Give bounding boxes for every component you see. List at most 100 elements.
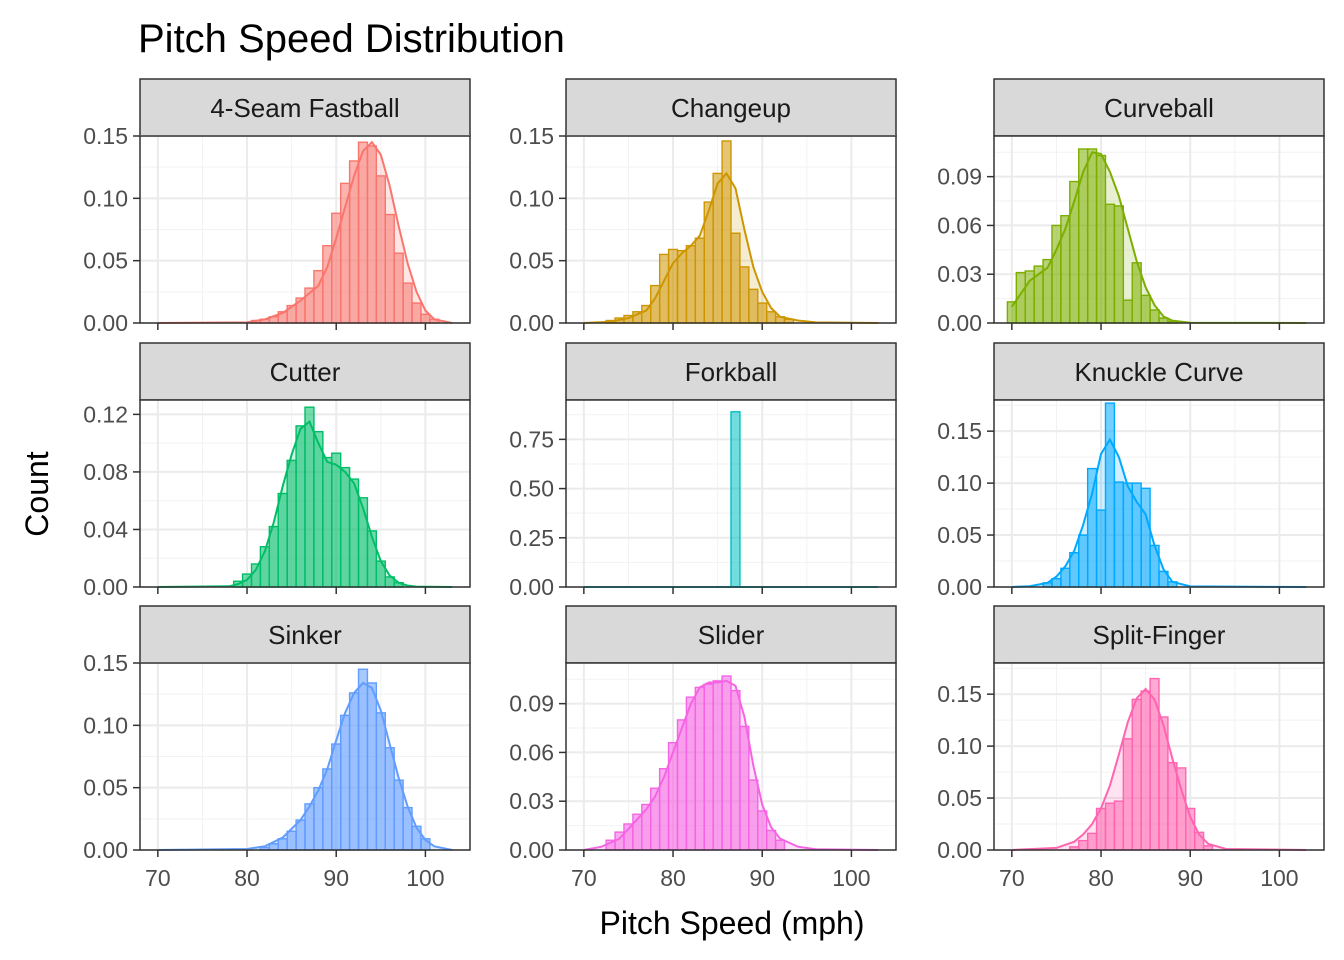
- density-line: [1010, 151, 1307, 324]
- facet-sinker: Sinker 0.00 0.05 0.10 0.15 70 80 90 100: [83, 605, 471, 891]
- facet-label: Knuckle Curve: [1074, 357, 1243, 387]
- y-tick-label: 0.04: [83, 516, 128, 542]
- y-tick-label: 0.50: [509, 476, 554, 502]
- x-tick-label: 90: [1177, 865, 1203, 891]
- density-area: [583, 680, 879, 850]
- facet-slider: Slider 0.00 0.03 0.06 0.09 70 80 90 100: [509, 605, 897, 891]
- y-tick-label: 0.05: [937, 785, 982, 811]
- x-tick-label: 80: [1088, 865, 1114, 891]
- x-tick-label: 80: [660, 865, 686, 891]
- facet-label: Cutter: [270, 357, 341, 387]
- y-tick-label: 0.15: [83, 123, 128, 149]
- y-tick-label: 0.10: [509, 185, 554, 211]
- y-tick-label: 0.06: [937, 212, 982, 238]
- y-tick-label: 0.00: [509, 837, 554, 863]
- facet-strip: [993, 605, 1325, 664]
- panel-border: [993, 662, 1325, 851]
- density-area: [157, 421, 453, 587]
- facet-label: 4-Seam Fastball: [210, 93, 399, 123]
- x-tick-label: 90: [323, 865, 349, 891]
- facet-cutter: Cutter 0.00 0.04 0.08 0.12: [83, 342, 471, 600]
- panel-border: [565, 399, 897, 588]
- y-tick-label: 0.12: [83, 401, 128, 427]
- facet-strip: [139, 342, 471, 401]
- x-tick-label: 70: [999, 865, 1025, 891]
- y-tick-label: 0.10: [83, 185, 128, 211]
- x-tick-label: 80: [234, 865, 260, 891]
- panel-border: [139, 399, 471, 588]
- facet-strip: [993, 342, 1325, 401]
- panel-border: [993, 399, 1325, 588]
- density-area: [583, 173, 879, 323]
- y-tick-label: 0.15: [509, 123, 554, 149]
- histogram-bar: [730, 411, 741, 588]
- panel-border: [565, 135, 897, 324]
- density-area: [157, 142, 453, 323]
- facet-label: Split-Finger: [1093, 620, 1226, 650]
- facet-label: Slider: [698, 620, 765, 650]
- y-tick-label: 0.00: [83, 574, 128, 600]
- density-line: [1011, 687, 1307, 851]
- density-line: [157, 140, 453, 324]
- x-axis-title: Pitch Speed (mph): [599, 905, 864, 941]
- y-tick-label: 0.10: [937, 733, 982, 759]
- facet-forkball: Forkball 0.00 0.25 0.50 0.75: [509, 342, 897, 600]
- x-tick-label: 100: [832, 865, 870, 891]
- x-tick-label: 100: [406, 865, 444, 891]
- density-line: [1011, 437, 1307, 588]
- y-tick-label: 0.08: [83, 459, 128, 485]
- y-tick-label: 0.15: [937, 681, 982, 707]
- y-tick-label: 0.06: [509, 739, 554, 765]
- y-tick-label: 0.00: [937, 837, 982, 863]
- density-line: [157, 681, 453, 851]
- facet-knuckle-curve: Knuckle Curve 0.00 0.05 0.10 0.15: [937, 342, 1325, 600]
- y-tick-label: 0.09: [937, 164, 982, 190]
- x-tick-label: 100: [1260, 865, 1298, 891]
- facet-4-seam-fastball: 4-Seam Fastball 0.00 0.05 0.10 0.15: [83, 78, 471, 336]
- panel-border: [139, 662, 471, 851]
- panel-border: [993, 135, 1325, 324]
- facet-changeup: Changeup 0.00 0.05 0.10 0.15: [509, 78, 897, 336]
- density-line: [583, 679, 879, 851]
- facet-strip: [139, 605, 471, 664]
- panel-border: [139, 135, 471, 324]
- facet-panels: 4-Seam Fastball 0.00 0.05 0.10 0.15 Changeup 0…: [83, 78, 1325, 891]
- y-tick-label: 0.15: [83, 650, 128, 676]
- chart-title: Pitch Speed Distribution: [138, 17, 565, 61]
- density-area: [157, 682, 453, 850]
- y-tick-label: 0.03: [509, 788, 554, 814]
- density-area: [1011, 152, 1307, 323]
- y-tick-label: 0.00: [509, 574, 554, 600]
- facet-label: Changeup: [671, 93, 791, 123]
- facet-strip: [139, 78, 471, 137]
- y-tick-label: 0.09: [509, 691, 554, 717]
- y-tick-label: 0.25: [509, 525, 554, 551]
- y-tick-label: 0.05: [509, 248, 554, 274]
- facet-curveball: Curveball 0.00 0.03 0.06 0.09: [937, 78, 1325, 336]
- y-tick-label: 0.10: [937, 470, 982, 496]
- y-tick-label: 0.05: [83, 775, 128, 801]
- density-line: [157, 419, 453, 588]
- y-tick-label: 0.00: [83, 837, 128, 863]
- density-area: [1011, 689, 1307, 850]
- y-tick-label: 0.00: [83, 310, 128, 336]
- facet-strip: [565, 605, 897, 664]
- y-axis-title: Count: [19, 451, 55, 537]
- y-tick-label: 0.00: [937, 310, 982, 336]
- facet-strip: [993, 78, 1325, 137]
- y-tick-label: 0.03: [937, 261, 982, 287]
- y-tick-label: 0.05: [83, 248, 128, 274]
- density-area: [1011, 439, 1307, 587]
- facet-strip: [565, 342, 897, 401]
- x-tick-label: 70: [571, 865, 597, 891]
- panel-border: [565, 662, 897, 851]
- y-tick-label: 0.00: [937, 574, 982, 600]
- y-tick-label: 0.00: [509, 310, 554, 336]
- y-tick-label: 0.05: [937, 522, 982, 548]
- facet-label: Sinker: [268, 620, 342, 650]
- y-tick-label: 0.10: [83, 712, 128, 738]
- facet-label: Curveball: [1104, 93, 1214, 123]
- facet-split-finger: Split-Finger 0.00 0.05 0.10 0.15 70 80 90 100: [937, 605, 1325, 891]
- y-tick-label: 0.75: [509, 426, 554, 452]
- x-tick-label: 90: [749, 865, 775, 891]
